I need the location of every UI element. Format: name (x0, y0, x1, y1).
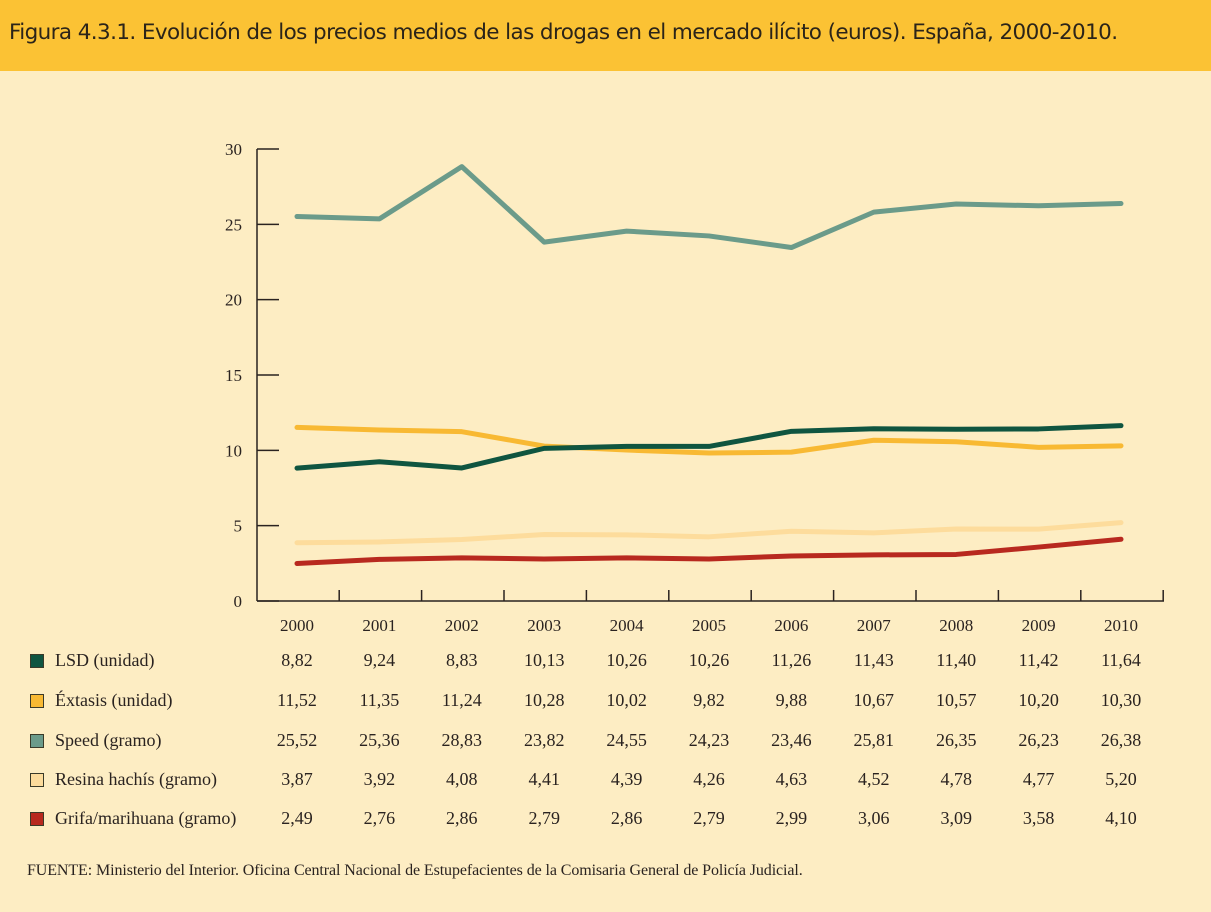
y-tick-label: 15 (225, 366, 242, 385)
series-line-0 (294, 423, 1124, 471)
series-line-4 (294, 536, 1124, 566)
series-lines (294, 164, 1124, 566)
figure-title: Figura 4.3.1. Evolución de los precios m… (9, 20, 1118, 45)
x-tick-label: 2005 (692, 616, 726, 635)
y-tick-label: 10 (225, 441, 242, 460)
y-tick-label: 25 (225, 215, 242, 234)
y-tick-label: 5 (234, 517, 243, 536)
source-note: FUENTE: Ministerio del Interior. Oficina… (27, 862, 803, 879)
x-tick-labels: 2000 2001 2002 2003 2004 2005 2006 2007 2008 2009… (280, 616, 1138, 635)
series-line-3 (294, 520, 1124, 546)
x-tick-label: 2001 (362, 616, 396, 635)
x-tick-label: 2010 (1104, 616, 1138, 635)
x-tick-label: 2003 (527, 616, 561, 635)
x-tick-label: 2007 (857, 616, 892, 635)
y-tick-label: 20 (225, 291, 242, 310)
title-bar: Figura 4.3.1. Evolución de los precios m… (0, 0, 1211, 71)
x-tick-label: 2009 (1022, 616, 1056, 635)
y-tick-label: 30 (225, 140, 242, 159)
y-tick-label: 0 (234, 592, 243, 611)
x-tick-label: 2002 (445, 616, 479, 635)
x-tick-label: 2006 (774, 616, 808, 635)
axes: 0 5 10 15 20 25 30 (225, 140, 1164, 611)
x-tick-label: 2004 (610, 616, 645, 635)
x-tick-label: 2000 (280, 616, 314, 635)
series-line-2 (294, 164, 1124, 251)
series-line-1 (294, 424, 1124, 456)
x-tick-label: 2008 (939, 616, 973, 635)
